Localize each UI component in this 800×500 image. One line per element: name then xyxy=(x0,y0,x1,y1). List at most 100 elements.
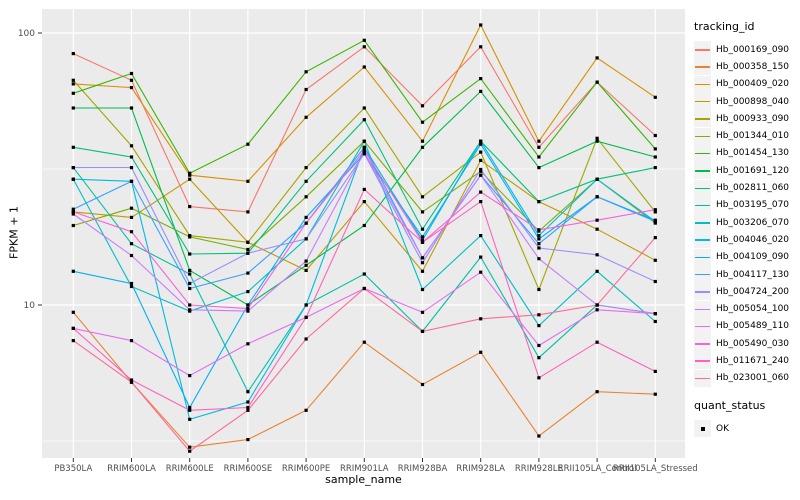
legend-key-line xyxy=(695,343,710,345)
x-tick-label: RRII105LA_Stressed xyxy=(613,464,698,474)
legend-key-swatch xyxy=(694,127,711,145)
data-point xyxy=(420,238,425,242)
legend-key-swatch xyxy=(694,196,711,214)
data-point xyxy=(362,286,366,291)
data-point xyxy=(304,263,308,267)
x-tick-label: RRIM901LA xyxy=(340,464,389,474)
data-point xyxy=(653,133,657,138)
data-point xyxy=(653,312,657,316)
legend-key-line xyxy=(695,135,710,138)
data-point xyxy=(188,308,192,312)
legend-key-swatch xyxy=(694,110,711,128)
data-point xyxy=(537,324,541,328)
legend-item-Hb_000409_020: Hb_000409_020 xyxy=(694,75,798,93)
data-point xyxy=(188,235,192,239)
legend: tracking_id Hb_000169_090 Hb_000358_150 Hb… xyxy=(694,20,798,438)
data-point xyxy=(188,177,192,181)
data-point xyxy=(653,392,657,396)
data-point xyxy=(420,287,425,292)
data-point xyxy=(71,166,75,170)
data-point xyxy=(188,272,192,276)
data-point xyxy=(188,405,192,410)
legend-item-label: Hb_000409_020 xyxy=(716,79,790,90)
data-point xyxy=(362,106,366,110)
data-point xyxy=(595,390,599,394)
data-point xyxy=(129,339,134,343)
data-point xyxy=(71,210,75,214)
legend-key-line xyxy=(695,325,710,328)
legend-item-label: Hb_003195_070 xyxy=(716,200,790,211)
legend-item-Hb_004724_200: Hb_004724_200 xyxy=(694,283,798,301)
legend-key-line xyxy=(695,274,710,276)
data-point xyxy=(595,253,599,257)
legend-item-label: Hb_000358_150 xyxy=(716,61,790,72)
data-point xyxy=(420,235,425,239)
data-point xyxy=(188,205,192,209)
data-point xyxy=(246,179,250,183)
data-point xyxy=(537,155,541,159)
data-point xyxy=(653,258,657,262)
data-point xyxy=(304,259,308,263)
legend-item-label: Hb_011671_240 xyxy=(716,355,790,366)
legend-key-line xyxy=(695,256,710,259)
data-point xyxy=(71,339,75,343)
data-point xyxy=(304,179,308,183)
data-point xyxy=(537,356,541,360)
data-point xyxy=(71,223,75,228)
data-point xyxy=(479,190,483,194)
y-axis-title: FPKM + 1 xyxy=(7,206,21,259)
legend-item-label: Hb_004117_130 xyxy=(716,269,790,280)
data-point xyxy=(595,269,599,273)
legend-key-swatch xyxy=(694,248,711,266)
data-point xyxy=(537,228,541,232)
legend-item-label: Hb_005054_100 xyxy=(716,304,790,315)
data-point xyxy=(420,310,425,314)
data-point xyxy=(479,139,483,143)
data-point xyxy=(71,269,75,273)
legend-item-label: Hb_004109_090 xyxy=(716,252,790,263)
data-point xyxy=(595,136,599,140)
legend-title-quant-status: quant_status xyxy=(694,398,766,412)
legend-key-swatch xyxy=(694,317,711,335)
data-point xyxy=(420,227,425,231)
data-point xyxy=(653,147,657,151)
legend-item-Hb_003206_070: Hb_003206_070 xyxy=(694,214,798,232)
legend-item-label: OK xyxy=(716,423,729,434)
legend-item-label: Hb_005489_110 xyxy=(716,321,790,332)
data-point xyxy=(304,70,308,74)
data-point xyxy=(246,405,250,410)
data-point xyxy=(129,284,134,289)
data-point xyxy=(129,378,134,382)
data-point xyxy=(71,177,75,181)
legend-key-swatch xyxy=(694,179,711,197)
legend-key-swatch xyxy=(694,352,711,370)
data-point xyxy=(537,234,541,238)
data-point xyxy=(304,221,308,225)
data-point xyxy=(246,400,250,404)
data-point xyxy=(129,215,134,219)
legend-item-label: Hb_004046_020 xyxy=(716,234,790,245)
legend-items: Hb_000169_090 Hb_000358_150 Hb_000409_020 H… xyxy=(694,41,798,387)
data-point xyxy=(479,255,483,259)
data-point xyxy=(595,80,599,84)
data-point xyxy=(71,91,75,95)
legend-key-line xyxy=(695,152,710,155)
data-point xyxy=(188,445,192,449)
data-point xyxy=(129,78,134,82)
data-point xyxy=(71,207,75,211)
legend-item-Hb_000898_040: Hb_000898_040 xyxy=(694,93,798,111)
legend-item-Hb_002811_060: Hb_002811_060 xyxy=(694,179,798,197)
legend-item-Hb_005490_030: Hb_005490_030 xyxy=(694,335,798,353)
data-point xyxy=(537,139,541,143)
data-point xyxy=(479,150,483,154)
data-point xyxy=(537,246,541,250)
legend-key-swatch xyxy=(694,266,711,283)
data-point xyxy=(129,144,134,148)
data-point xyxy=(304,237,308,241)
data-point xyxy=(537,434,541,438)
data-point xyxy=(71,78,75,82)
data-point xyxy=(537,287,541,292)
data-point xyxy=(479,45,483,49)
data-point xyxy=(188,281,192,286)
